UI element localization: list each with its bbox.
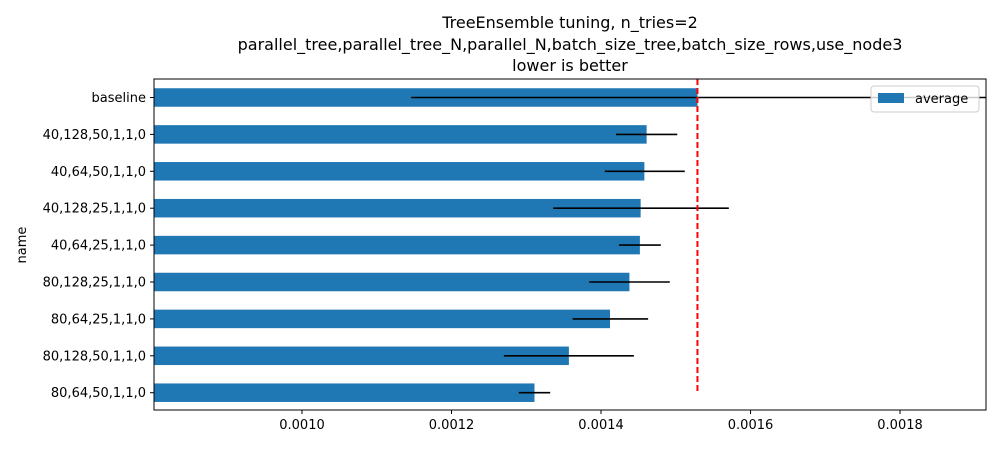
x-tick-label: 0.0018	[877, 418, 923, 433]
bars-layer	[154, 88, 698, 402]
chart-title-line-2: parallel_tree,parallel_tree_N,parallel_N…	[237, 35, 903, 54]
y-tick-label: 80,64,50,1,1,0	[51, 386, 146, 401]
y-tick-label: 80,128,50,1,1,0	[43, 349, 146, 364]
legend-box	[870, 85, 980, 113]
bar	[154, 272, 630, 292]
plot-area-frame	[153, 78, 987, 411]
chart-title-line-1: TreeEnsemble tuning, n_tries=2	[442, 13, 698, 32]
legend: average	[870, 85, 980, 113]
bar	[154, 346, 569, 366]
y-tick-label: 40,64,50,1,1,0	[51, 165, 146, 180]
y-axis: baseline 40,128,50,1,1,0 40,64,50,1,1,0 40,…	[43, 91, 154, 401]
x-axis: 0.0010 0.0012 0.0014 0.0016 0.0018	[279, 410, 923, 433]
y-tick-label: 40,64,25,1,1,0	[51, 239, 146, 254]
y-tick-label: 80,64,25,1,1,0	[51, 312, 146, 327]
bar	[154, 383, 535, 402]
x-tick-label: 0.0014	[578, 418, 624, 433]
legend-label-average: average	[915, 92, 968, 107]
chart-title-line-3: lower is better	[512, 56, 628, 75]
y-tick-label: 80,128,25,1,1,0	[43, 276, 146, 291]
y-tick-label: 40,128,50,1,1,0	[43, 128, 146, 143]
x-tick-label: 0.0016	[728, 418, 774, 433]
y-tick-label: 40,128,25,1,1,0	[43, 202, 146, 217]
x-tick-label: 0.0010	[279, 418, 325, 433]
legend-swatch-average	[878, 93, 904, 103]
bar	[154, 198, 641, 218]
x-tick-label: 0.0012	[429, 418, 475, 433]
bar	[154, 125, 647, 144]
bar	[154, 309, 610, 329]
y-tick-label: baseline	[92, 91, 146, 106]
bar	[154, 235, 640, 255]
y-axis-label: name	[15, 227, 30, 264]
bar	[154, 162, 645, 181]
